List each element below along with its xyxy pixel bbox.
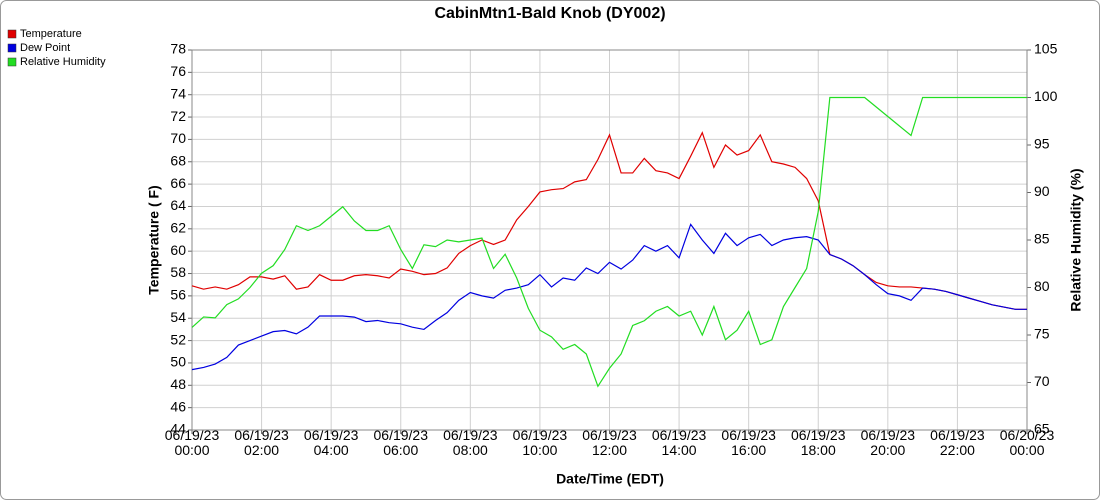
- y-tick-label: 56: [170, 287, 186, 303]
- y2-tick-label: 75: [1034, 326, 1050, 342]
- y2-tick-label: 70: [1034, 373, 1050, 389]
- y-tick-label: 72: [170, 108, 186, 124]
- x-tick-label: 06/19/23 14:00: [652, 427, 707, 458]
- x-tick-label: 06/19/23 16:00: [721, 427, 776, 458]
- legend-label: Temperature: [20, 28, 82, 40]
- x-tick-label: 06/20/23 00:00: [1000, 427, 1055, 458]
- x-tick-label: 06/19/23 18:00: [791, 427, 846, 458]
- y-tick-label: 48: [170, 376, 186, 392]
- legend-label: Dew Point: [20, 42, 70, 54]
- y2-tick-label: 100: [1034, 88, 1058, 104]
- x-tick-label: 06/19/23 22:00: [930, 427, 985, 458]
- y-tick-label: 74: [170, 85, 186, 101]
- x-tick-label: 06/19/23 10:00: [513, 427, 568, 458]
- y-tick-label: 54: [170, 309, 186, 325]
- y-tick-label: 66: [170, 175, 186, 191]
- x-tick-label: 06/19/23 06:00: [374, 427, 429, 458]
- series-line: [191, 96, 1027, 388]
- x-tick-label: 06/19/23 12:00: [582, 427, 637, 458]
- legend-swatch: [7, 57, 17, 67]
- series-line: [191, 131, 1027, 310]
- legend-swatch: [7, 29, 17, 39]
- y2-tick-label: 85: [1034, 231, 1050, 247]
- y-tick-label: 62: [170, 220, 186, 236]
- chart-title: CabinMtn1-Bald Knob (DY002): [434, 5, 665, 22]
- y2-tick-label: 95: [1034, 136, 1050, 152]
- y2-tick-label: 80: [1034, 278, 1050, 294]
- x-tick-label: 06/19/23 02:00: [234, 427, 289, 458]
- y-tick-label: 76: [170, 63, 186, 79]
- legend-swatch: [7, 43, 17, 53]
- y-tick-label: 64: [170, 197, 186, 213]
- y-tick-label: 52: [170, 331, 186, 347]
- plot-border: [191, 49, 1028, 431]
- y-tick-label: 70: [170, 130, 186, 146]
- y2-tick-label: 105: [1034, 41, 1058, 57]
- y-axis-label: Temperature ( F): [146, 185, 162, 294]
- y2-tick-label: 90: [1034, 183, 1050, 199]
- y-tick-label: 60: [170, 242, 186, 258]
- legend-label: Relative Humidity: [20, 56, 106, 68]
- x-tick-label: 06/19/23 20:00: [861, 427, 916, 458]
- y-tick-label: 78: [170, 41, 186, 57]
- y-tick-label: 68: [170, 152, 186, 168]
- x-tick-label: 06/19/23 00:00: [165, 427, 220, 458]
- y-tick-label: 44: [170, 421, 186, 437]
- y-tick-label: 50: [170, 354, 186, 370]
- x-tick-label: 06/19/23 08:00: [443, 427, 498, 458]
- x-tick-label: 06/19/23 04:00: [304, 427, 359, 458]
- x-axis-label: Date/Time (EDT): [556, 471, 664, 487]
- y-tick-label: 46: [170, 398, 186, 414]
- y-tick-label: 58: [170, 264, 186, 280]
- y2-tick-label: 65: [1034, 421, 1050, 437]
- series-line: [191, 223, 1027, 371]
- y2-axis-label: Relative Humidity (%): [1068, 168, 1084, 311]
